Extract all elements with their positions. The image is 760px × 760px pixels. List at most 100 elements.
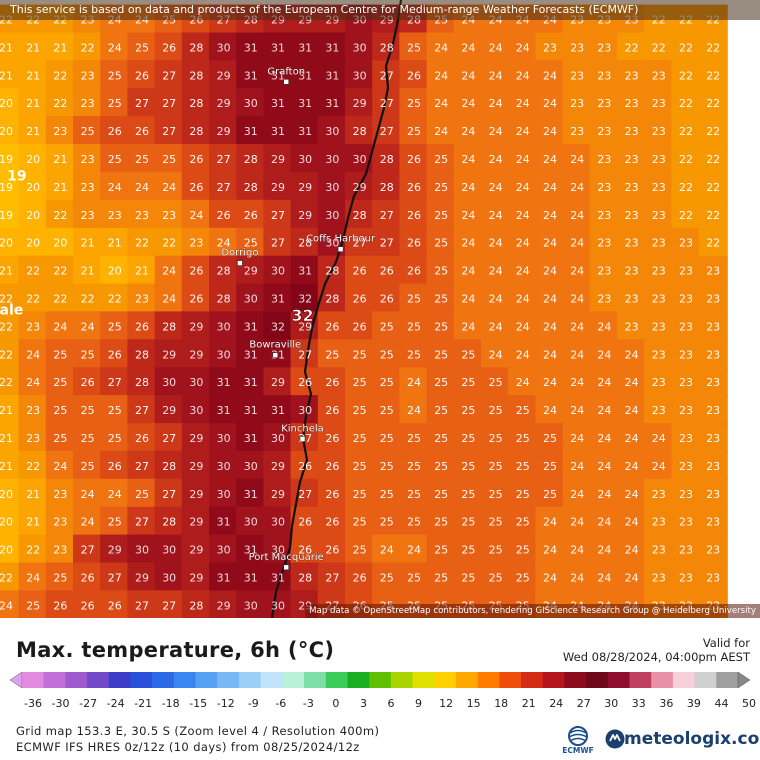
grid-value: 30 — [217, 320, 231, 333]
grid-value: 30 — [271, 599, 285, 612]
grid-value: 27 — [135, 97, 149, 110]
grid-value: 26 — [135, 69, 149, 82]
place-name[interactable]: Kinchela — [281, 423, 324, 435]
place-marker[interactable] — [299, 436, 306, 442]
grid-value: 23 — [625, 265, 639, 278]
grid-value: 24 — [570, 572, 584, 585]
grid-value: 20 — [26, 209, 40, 222]
grid-value: 30 — [325, 153, 339, 166]
grid-value: 23 — [652, 97, 666, 110]
grid-value: 24 — [461, 237, 475, 250]
grid-value: 23 — [81, 181, 95, 194]
grid-value: 29 — [298, 181, 312, 194]
grid-value: 25 — [434, 237, 448, 250]
place-name[interactable]: Port Macquarie — [248, 552, 324, 564]
place-name[interactable]: Bowraville — [249, 339, 301, 351]
grid-value: 25 — [380, 432, 394, 445]
grid-value: 20 — [53, 237, 67, 250]
grid-value: 26 — [108, 125, 122, 138]
grid-value: 28 — [380, 41, 394, 54]
grid-value: 22 — [26, 293, 40, 306]
grid-value: 22 — [26, 460, 40, 473]
place-marker[interactable] — [283, 79, 290, 85]
grid-value: 24 — [0, 599, 13, 612]
grid-value: 24 — [407, 376, 421, 389]
grid-value: 32 — [271, 320, 285, 333]
place-marker[interactable] — [283, 564, 290, 571]
place-name[interactable]: Coffs Harbour — [306, 233, 376, 245]
grid-value: 25 — [489, 572, 503, 585]
meteologix-logo-icon[interactable] — [604, 728, 626, 750]
map-attribution[interactable]: Map data © OpenStreetMap contributors, r… — [305, 604, 760, 618]
grid-value: 24 — [489, 293, 503, 306]
grid-value: 21 — [81, 237, 95, 250]
grid-value: 23 — [706, 348, 720, 361]
place-marker[interactable] — [272, 352, 279, 359]
colorbar-tick-label: -12 — [217, 697, 235, 710]
grid-value: 24 — [570, 181, 584, 194]
grid-value: 24 — [461, 265, 475, 278]
place-marker[interactable] — [337, 246, 344, 252]
grid-value: 21 — [108, 237, 122, 250]
valid-for-label: Valid for — [702, 636, 750, 650]
grid-value: 24 — [570, 376, 584, 389]
grid-value: 29 — [162, 404, 176, 417]
grid-value: 23 — [570, 41, 584, 54]
colorbar-tick-label: -21 — [134, 697, 152, 710]
grid-value: 25 — [135, 488, 149, 501]
coastline — [270, 0, 403, 618]
grid-value: 26 — [298, 460, 312, 473]
grid-value: 24 — [434, 97, 448, 110]
grid-value: 25 — [353, 544, 367, 557]
grid-value: 25 — [489, 516, 503, 529]
grid-value: 24 — [516, 237, 530, 250]
grid-value: 24 — [516, 41, 530, 54]
grid-value: 26 — [353, 293, 367, 306]
colorbar-low-arrow-icon — [9, 671, 23, 689]
colorbar-tick-label: -6 — [275, 697, 286, 710]
place-marker[interactable] — [237, 260, 243, 266]
grid-value: 22 — [706, 237, 720, 250]
grid-value: 24 — [543, 97, 557, 110]
grid-value: 25 — [325, 348, 339, 361]
colorbar-tick-label: 15 — [467, 697, 481, 710]
grid-value: 24 — [489, 265, 503, 278]
grid-value: 22 — [0, 320, 13, 333]
grid-value: 24 — [434, 41, 448, 54]
grid-value: 23 — [81, 97, 95, 110]
place-name[interactable]: Grafton — [267, 66, 305, 78]
grid-value: 31 — [217, 404, 231, 417]
place-name[interactable]: Dorrigo — [221, 247, 259, 259]
colorbar-tick-label: 33 — [632, 697, 646, 710]
grid-value: 23 — [679, 516, 693, 529]
grid-value: 24 — [516, 125, 530, 138]
grid-value: 25 — [53, 404, 67, 417]
grid-value: 23 — [543, 41, 557, 54]
grid-value: 31 — [271, 293, 285, 306]
grid-value: 24 — [461, 320, 475, 333]
grid-value: 25 — [380, 348, 394, 361]
grid-value: 23 — [652, 153, 666, 166]
grid-value: 25 — [434, 572, 448, 585]
grid-value: 22 — [706, 97, 720, 110]
grid-value: 24 — [652, 432, 666, 445]
grid-value: 23 — [706, 544, 720, 557]
grid-value: 28 — [298, 572, 312, 585]
temperature-map[interactable]: 22 22 22 23 24 24 25 26 27 28 29 29 29 30 29 28 25 24 24 24… — [0, 0, 760, 618]
grid-value: 24 — [516, 320, 530, 333]
grid-value: 26 — [189, 153, 203, 166]
place-labels: Grafton Coffs Harbour Dorrigo Bowraville Kin… — [221, 66, 376, 571]
grid-value: 28 — [189, 69, 203, 82]
grid-value: 25 — [543, 432, 557, 445]
colorbar-tick-label: -30 — [52, 697, 70, 710]
grid-value: 27 — [217, 153, 231, 166]
grid-value: 27 — [135, 599, 149, 612]
grid-value: 27 — [380, 69, 394, 82]
grid-value: 22 — [53, 97, 67, 110]
grid-value: 29 — [353, 97, 367, 110]
grid-value: 28 — [189, 41, 203, 54]
max-value-label: 32 — [291, 306, 313, 325]
grid-value: 22 — [706, 181, 720, 194]
meteologix-logo-text[interactable]: meteologix.com — [624, 729, 760, 749]
ecmwf-logo-icon[interactable] — [558, 724, 598, 756]
